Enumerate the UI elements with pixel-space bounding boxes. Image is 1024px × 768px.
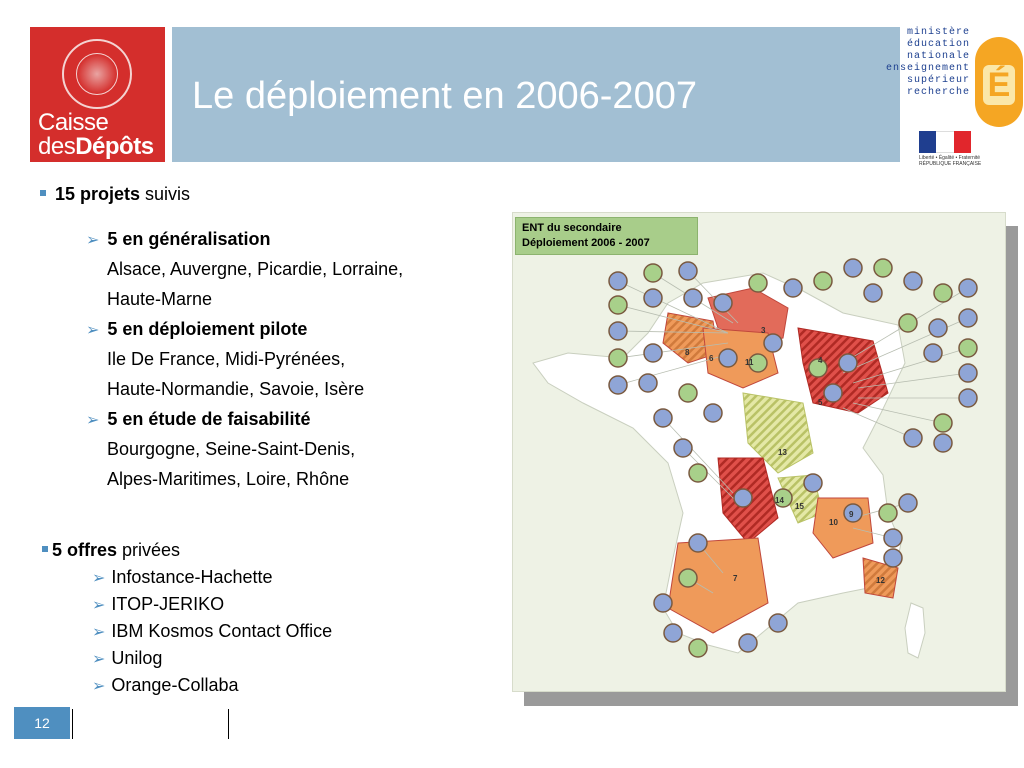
map-legend: ENT du secondaire Déploiement 2006 - 200…	[515, 217, 698, 255]
arrow-bullet-icon: ➢	[86, 322, 100, 339]
footer-divider	[228, 709, 229, 739]
france-map-svg: 3 6 8 11 4 5 13 14 15 10 9 7 12	[532, 258, 978, 659]
arrow-bullet-icon: ➢	[92, 651, 106, 668]
region-label: 9	[849, 510, 854, 519]
ministry-logo: ministère éducation nationale enseigneme…	[886, 27, 1023, 167]
legend-subtitle: Déploiement 2006 - 2007	[522, 237, 650, 249]
region-normandy	[662, 312, 719, 364]
arrow-bullet-icon: ➢	[86, 412, 100, 429]
item-line: Haute-Normandie, Savoie, Isère	[107, 379, 365, 399]
district-bubbles	[608, 258, 978, 658]
footer-divider	[72, 709, 73, 739]
flag-caption-motto: Liberté • Égalité • Fraternité	[919, 155, 981, 161]
item-line: Haute-Marne	[107, 289, 213, 309]
region-label: 4	[818, 356, 823, 365]
region-label: 10	[829, 518, 838, 527]
page-title: Le déploiement en 2006-2007	[192, 75, 697, 117]
square-bullet-icon	[42, 546, 48, 553]
offer-item: ➢ Unilog	[92, 648, 163, 668]
flag-caption-republic: RÉPUBLIQUE FRANÇAISE	[919, 161, 982, 167]
item-line: Bourgogne, Seine-Saint-Denis,	[107, 439, 356, 459]
arrow-bullet-icon: ➢	[92, 570, 106, 587]
item-title-generalisation: ➢ 5 en généralisation	[86, 229, 271, 249]
arrow-bullet-icon: ➢	[92, 678, 106, 695]
region-label: 12	[876, 576, 885, 585]
education-e-icon: É	[975, 37, 1023, 127]
deployment-map: 3 6 8 11 4 5 13 14 15 10 9 7 12 ENT du s…	[512, 212, 1006, 692]
page-number: 12	[14, 707, 70, 739]
caisse-des-depots-logo: Caisse desDépôts	[30, 27, 165, 162]
title-bar: Le déploiement en 2006-2007	[172, 27, 900, 162]
region-label: 8	[685, 348, 690, 357]
region-label: 15	[795, 502, 804, 511]
arrow-bullet-icon: ➢	[92, 597, 106, 614]
offer-item: ➢ ITOP-JERIKO	[92, 594, 225, 614]
item-title-pilot: ➢ 5 en déploiement pilote	[86, 319, 308, 339]
item-line: Alpes-Maritimes, Loire, Rhône	[107, 469, 350, 489]
region-label: 6	[709, 354, 714, 363]
region-label: 13	[778, 448, 787, 457]
bullet-offers: 5 offres privées	[42, 540, 180, 561]
legend-title: ENT du secondaire	[522, 222, 622, 234]
item-title-feasibility: ➢ 5 en étude de faisabilité	[86, 409, 311, 429]
region-label: 11	[745, 358, 754, 367]
item-line: Ile De France, Midi-Pyrénées,	[107, 349, 346, 369]
region-idf	[702, 327, 779, 389]
region-label: 7	[733, 574, 738, 583]
region-burgundy	[742, 392, 814, 474]
item-line: Alsace, Auvergne, Picardie, Lorraine,	[107, 259, 404, 279]
region-number-labels: 3 6 8 11 4 5 13 14 15 10 9 7 12	[685, 326, 885, 585]
arrow-bullet-icon: ➢	[92, 624, 106, 641]
logo-text-line2: desDépôts	[38, 133, 154, 160]
offer-item: ➢ Orange-Collaba	[92, 675, 239, 695]
region-label: 3	[761, 326, 766, 335]
region-label: 14	[775, 496, 784, 505]
bullet-projects: 15 projets suivis	[40, 184, 190, 205]
logo-text-line1: Caisse	[38, 109, 109, 136]
arrow-bullet-icon: ➢	[86, 232, 100, 249]
seal-icon	[62, 39, 132, 109]
french-flag-icon	[919, 131, 971, 153]
ministry-text: ministère éducation nationale enseigneme…	[885, 27, 970, 98]
offer-item: ➢ Infostance-Hachette	[92, 567, 273, 587]
corsica-outline	[904, 602, 926, 659]
region-label: 5	[818, 398, 823, 407]
offer-item: ➢ IBM Kosmos Contact Office	[92, 621, 333, 641]
square-bullet-icon	[40, 190, 46, 197]
